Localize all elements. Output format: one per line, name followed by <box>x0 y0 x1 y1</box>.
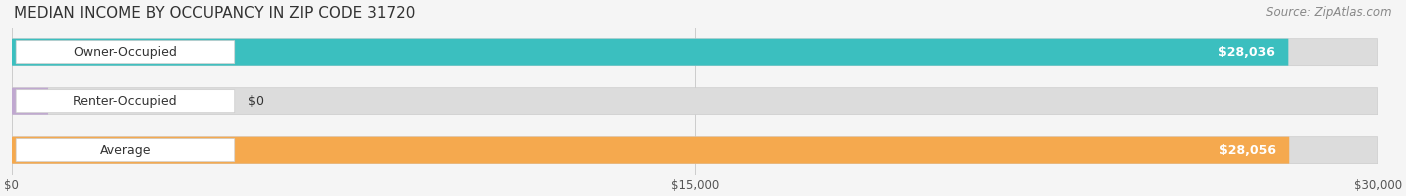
Text: Owner-Occupied: Owner-Occupied <box>73 46 177 59</box>
FancyBboxPatch shape <box>11 137 1378 164</box>
FancyBboxPatch shape <box>15 90 235 113</box>
Text: MEDIAN INCOME BY OCCUPANCY IN ZIP CODE 31720: MEDIAN INCOME BY OCCUPANCY IN ZIP CODE 3… <box>14 6 415 21</box>
Text: Renter-Occupied: Renter-Occupied <box>73 95 177 108</box>
FancyBboxPatch shape <box>11 39 1288 66</box>
FancyBboxPatch shape <box>15 139 235 162</box>
FancyBboxPatch shape <box>11 39 1378 66</box>
Text: $28,036: $28,036 <box>1218 46 1275 59</box>
Text: $28,056: $28,056 <box>1219 144 1275 157</box>
Text: Average: Average <box>100 144 152 157</box>
FancyBboxPatch shape <box>15 41 235 64</box>
FancyBboxPatch shape <box>11 137 1289 164</box>
FancyBboxPatch shape <box>11 88 1378 115</box>
Text: Source: ZipAtlas.com: Source: ZipAtlas.com <box>1267 6 1392 19</box>
FancyBboxPatch shape <box>11 88 48 115</box>
Text: $0: $0 <box>249 95 264 108</box>
